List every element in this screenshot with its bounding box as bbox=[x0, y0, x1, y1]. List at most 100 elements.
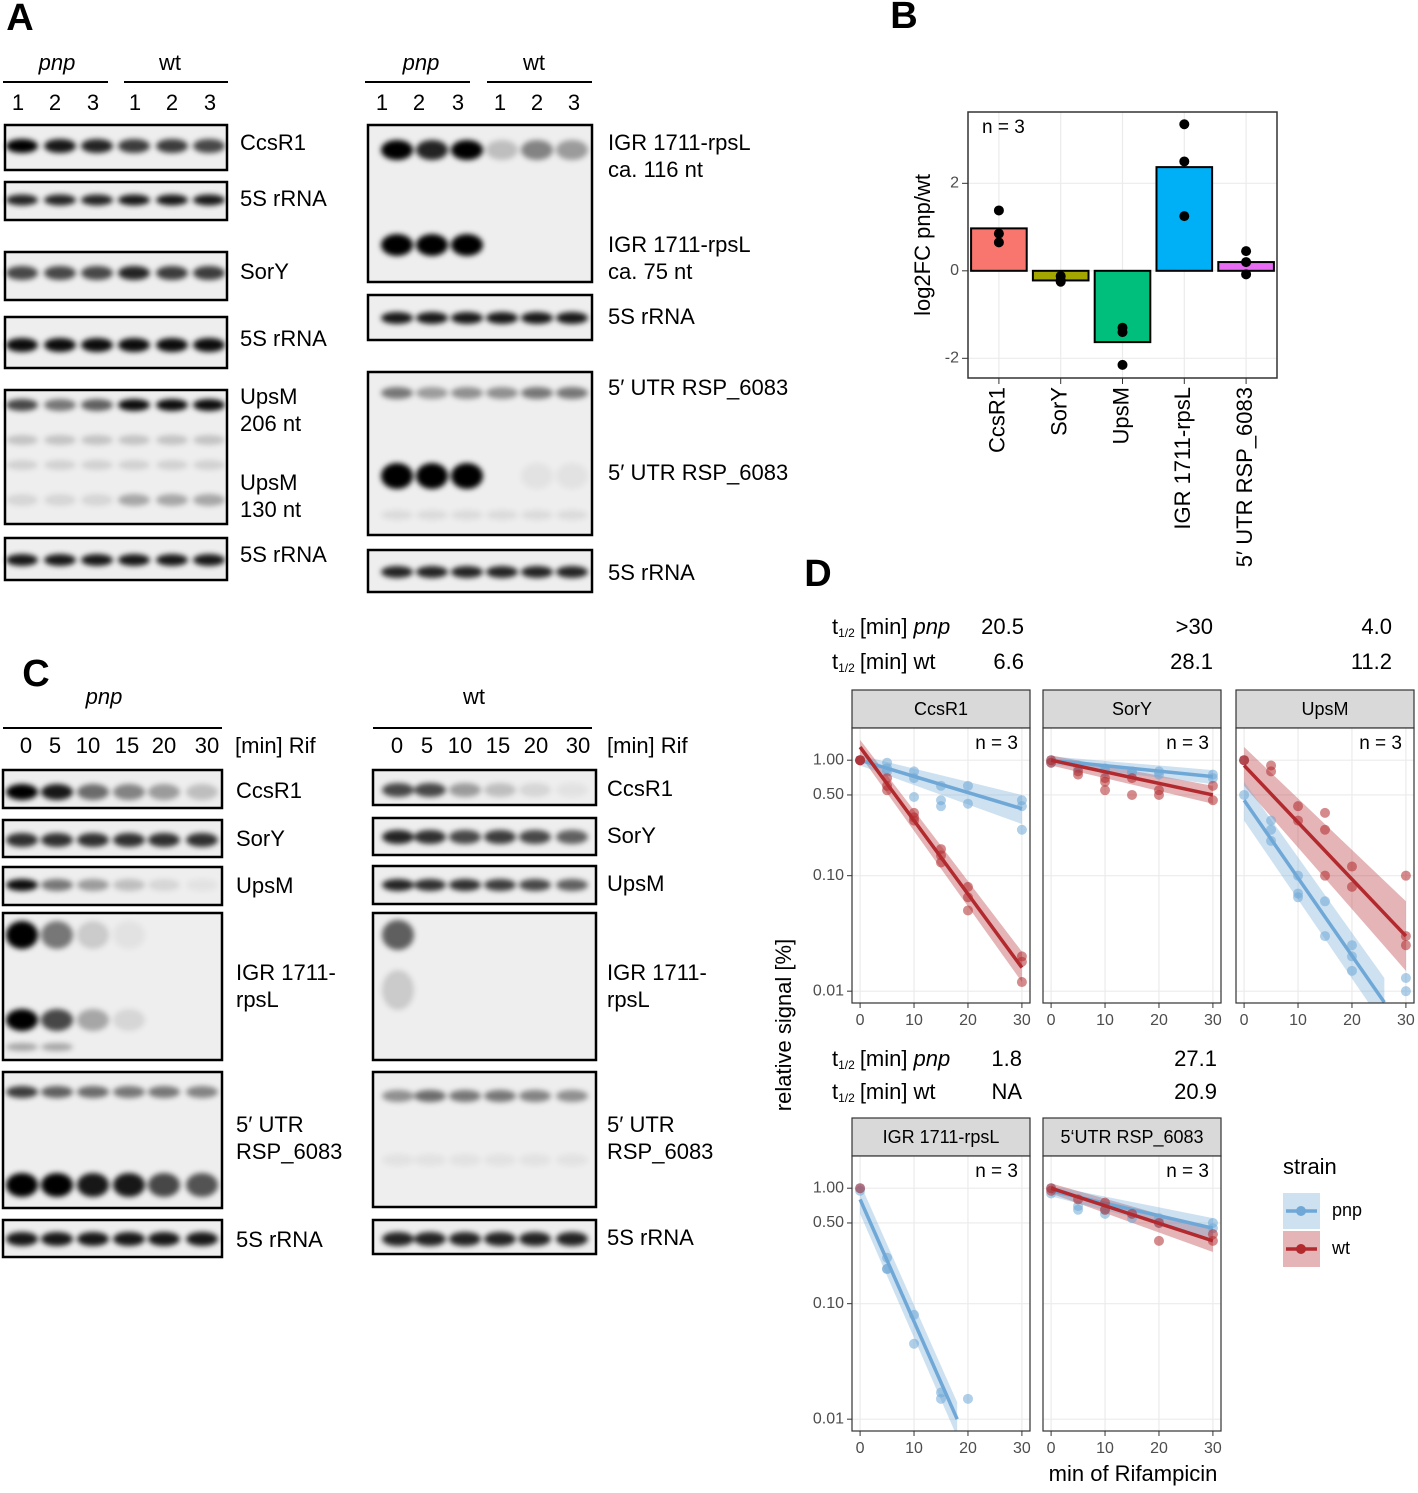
blot bbox=[1, 1070, 224, 1210]
band bbox=[81, 338, 113, 352]
x-tick-label: 20 bbox=[959, 1440, 977, 1457]
legend-label: pnp bbox=[1332, 1200, 1362, 1220]
band bbox=[148, 1232, 180, 1246]
data-point bbox=[993, 228, 1004, 239]
band bbox=[486, 312, 518, 324]
band bbox=[449, 879, 481, 891]
x-tick-label: 30 bbox=[1013, 1440, 1031, 1457]
band bbox=[486, 387, 518, 399]
data-point bbox=[1016, 977, 1027, 988]
group-label: pnp bbox=[38, 50, 76, 75]
blot-bands bbox=[6, 399, 225, 506]
lane-label: 3 bbox=[568, 90, 580, 115]
data-point bbox=[909, 1338, 920, 1349]
panel-label: D bbox=[804, 553, 831, 595]
blot-bands bbox=[381, 566, 588, 578]
blot-label: 5′ UTR bbox=[236, 1112, 304, 1137]
band bbox=[156, 266, 188, 280]
band bbox=[44, 435, 76, 445]
band bbox=[6, 266, 38, 280]
band bbox=[416, 312, 448, 324]
blot-bands bbox=[382, 830, 588, 844]
blot bbox=[3, 123, 229, 172]
half-life-strain: wt bbox=[913, 1079, 936, 1104]
half-life-subscript: 1/2 bbox=[838, 661, 855, 675]
facet-annotation: n = 3 bbox=[975, 733, 1018, 754]
strain-label: wt bbox=[462, 684, 485, 709]
band bbox=[451, 312, 483, 324]
band bbox=[414, 830, 446, 844]
lane-label: 3 bbox=[204, 90, 216, 115]
band bbox=[41, 1009, 73, 1031]
blot-bands bbox=[382, 920, 414, 1010]
data-point bbox=[1241, 246, 1252, 257]
band bbox=[451, 566, 483, 578]
data-point bbox=[962, 798, 973, 809]
x-tick-label: SorY bbox=[1047, 387, 1072, 436]
fit-line bbox=[1050, 1186, 1214, 1243]
lane-label: 0 bbox=[20, 733, 32, 758]
band bbox=[519, 783, 551, 797]
panel-label: A bbox=[6, 0, 33, 39]
blot-label: 5′ UTR RSP_6083 bbox=[608, 460, 788, 485]
band bbox=[556, 1154, 588, 1166]
band bbox=[186, 879, 218, 891]
band bbox=[6, 435, 38, 445]
data-point bbox=[962, 780, 973, 791]
blot bbox=[3, 180, 229, 222]
data-point bbox=[993, 237, 1004, 248]
band bbox=[449, 1154, 481, 1166]
y-tick-label: 0.01 bbox=[813, 1410, 844, 1427]
half-life-value: 1.8 bbox=[991, 1046, 1022, 1071]
y-tick-label: 0.50 bbox=[813, 786, 844, 803]
band bbox=[449, 1090, 481, 1102]
half-life-label: t1/2 [min] wt bbox=[832, 1079, 936, 1105]
band bbox=[81, 139, 113, 153]
band bbox=[44, 266, 76, 280]
band bbox=[156, 435, 188, 445]
band bbox=[193, 494, 225, 506]
plot-area bbox=[1043, 1156, 1221, 1431]
facet-title: SorY bbox=[1112, 699, 1152, 719]
band bbox=[6, 1009, 38, 1031]
data-point bbox=[1239, 755, 1250, 766]
facet-strip bbox=[851, 1117, 1031, 1157]
blot-bands bbox=[6, 879, 218, 891]
band bbox=[556, 387, 588, 399]
blot-label: SorY bbox=[240, 259, 289, 284]
band bbox=[81, 494, 113, 506]
band bbox=[382, 1090, 414, 1102]
x-tick-label: 10 bbox=[1096, 1440, 1114, 1457]
blot-label: 5S rRNA bbox=[236, 1227, 323, 1252]
data-point bbox=[1400, 940, 1411, 951]
facet-strip bbox=[1235, 689, 1415, 729]
data-point bbox=[1320, 870, 1330, 881]
band bbox=[77, 833, 109, 847]
band bbox=[556, 566, 588, 578]
data-point bbox=[1127, 789, 1137, 800]
band bbox=[41, 879, 73, 891]
y-axis-label: relative signal [%] bbox=[771, 939, 796, 1111]
blot-bands bbox=[6, 554, 225, 566]
legend-key-point bbox=[1296, 1244, 1306, 1254]
data-point bbox=[1400, 973, 1411, 984]
band bbox=[451, 234, 483, 256]
band bbox=[77, 1086, 109, 1098]
blot bbox=[1, 911, 224, 1062]
band bbox=[193, 338, 225, 352]
half-life-label: t1/2 [min] wt bbox=[832, 649, 936, 675]
band bbox=[416, 463, 448, 489]
facet-title: 5‘UTR RSP_6083 bbox=[1060, 1127, 1203, 1148]
band bbox=[449, 783, 481, 797]
data-point bbox=[1100, 776, 1111, 787]
band bbox=[41, 833, 73, 847]
band bbox=[148, 833, 180, 847]
blot-label: 5S rRNA bbox=[608, 304, 695, 329]
band bbox=[81, 460, 113, 470]
data-point bbox=[1239, 789, 1250, 800]
lane-label: 1 bbox=[494, 90, 506, 115]
lane-label: 1 bbox=[376, 90, 388, 115]
half-life-value: 27.1 bbox=[1174, 1046, 1217, 1071]
band bbox=[77, 1232, 109, 1246]
band bbox=[484, 1090, 516, 1102]
